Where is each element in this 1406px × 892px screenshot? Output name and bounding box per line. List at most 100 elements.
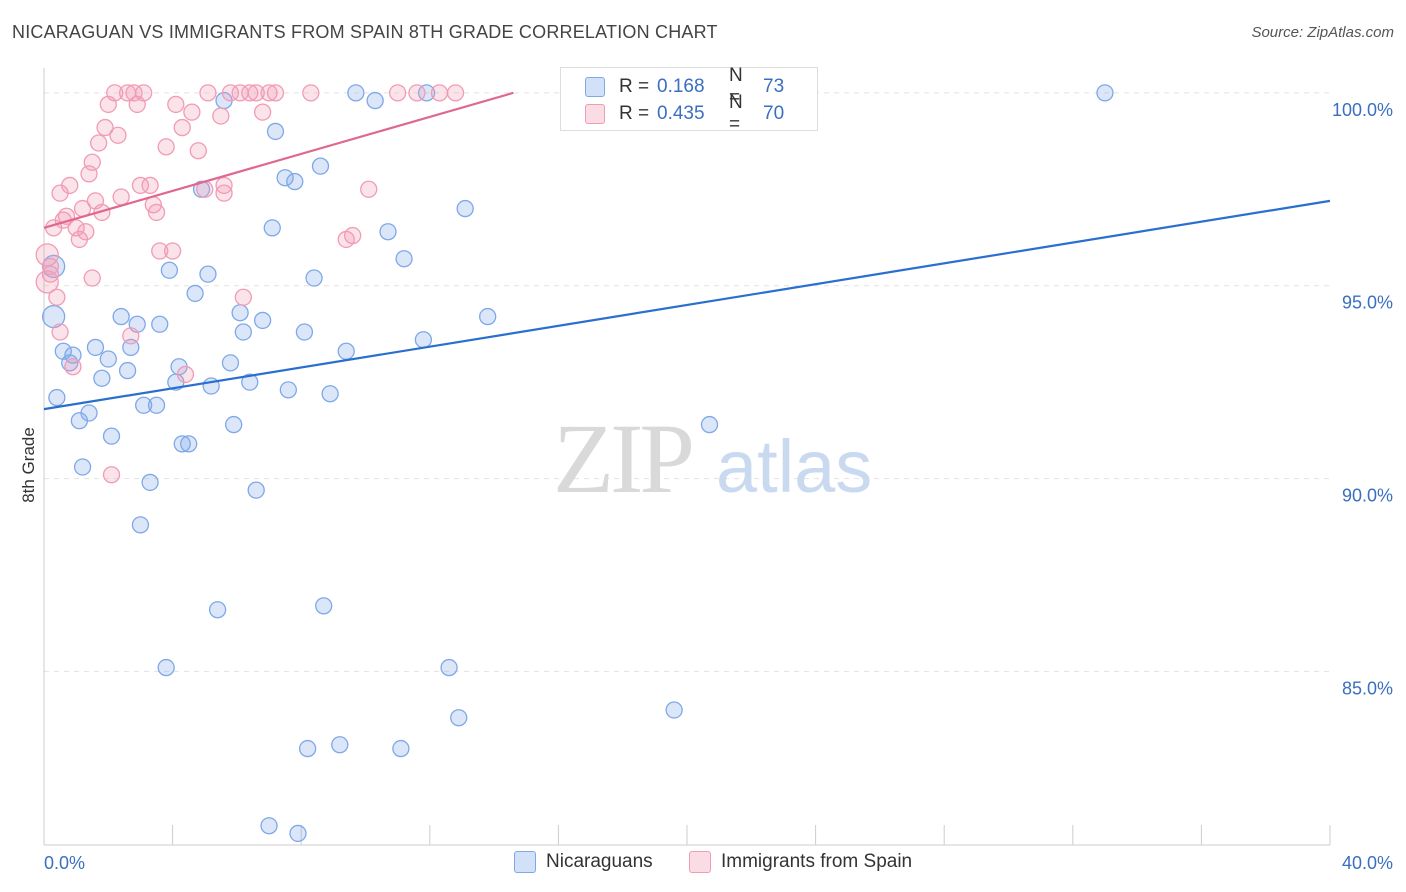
data-point bbox=[440, 658, 458, 677]
data-point bbox=[80, 404, 98, 422]
data-point bbox=[51, 323, 69, 341]
data-point bbox=[337, 342, 355, 360]
legend-swatch-spain bbox=[585, 104, 605, 124]
data-point bbox=[247, 84, 265, 102]
legend-item-nicaraguans[interactable]: Nicaraguans bbox=[514, 851, 653, 873]
data-point bbox=[141, 176, 159, 195]
data-point bbox=[176, 365, 195, 384]
legend-swatch-nicaraguans bbox=[585, 77, 605, 97]
legend-n-value: 70 bbox=[763, 103, 785, 124]
watermark-atlas: atlas bbox=[716, 425, 872, 508]
data-point bbox=[295, 323, 314, 341]
data-point bbox=[450, 709, 468, 727]
data-point bbox=[315, 597, 333, 615]
legend-r-value: 0.435 bbox=[657, 103, 705, 124]
data-point bbox=[395, 250, 413, 268]
x-tick-label: 40.0% bbox=[1342, 853, 1393, 873]
data-point bbox=[225, 415, 243, 434]
data-point bbox=[147, 203, 166, 222]
chart-title: NICARAGUAN VS IMMIGRANTS FROM SPAIN 8TH … bbox=[12, 22, 718, 42]
data-point bbox=[379, 223, 397, 241]
data-point bbox=[279, 381, 297, 399]
data-point bbox=[83, 153, 101, 171]
data-point bbox=[253, 103, 272, 121]
data-point bbox=[93, 369, 111, 387]
legend-row-spain: R = 0.435 N = 70 bbox=[585, 92, 785, 135]
data-point bbox=[35, 243, 59, 267]
trend-line bbox=[43, 91, 514, 229]
data-point bbox=[665, 701, 683, 719]
data-point bbox=[231, 304, 249, 322]
legend-r-label: R = bbox=[619, 76, 650, 97]
y-tick-label: 90.0% bbox=[1342, 486, 1393, 506]
legend-swatch-nicaraguans bbox=[514, 851, 536, 873]
data-point bbox=[311, 157, 330, 175]
data-point bbox=[331, 736, 349, 754]
data-point bbox=[276, 169, 294, 187]
data-point bbox=[266, 122, 285, 141]
data-point bbox=[446, 84, 465, 102]
data-point bbox=[90, 134, 108, 152]
data-point bbox=[48, 288, 66, 306]
legend-row-nicaraguans: R = 0.168 N = 73 bbox=[585, 65, 785, 108]
legend-label-nicaraguans: Nicaraguans bbox=[546, 851, 653, 872]
data-point bbox=[102, 427, 121, 445]
data-point bbox=[112, 188, 130, 206]
data-point bbox=[260, 84, 278, 102]
data-point bbox=[343, 226, 362, 245]
data-point bbox=[266, 84, 285, 102]
data-point bbox=[305, 269, 323, 287]
data-point bbox=[253, 311, 272, 330]
data-point bbox=[263, 219, 281, 237]
data-point bbox=[41, 265, 60, 283]
data-point bbox=[147, 396, 166, 414]
data-point bbox=[479, 307, 497, 326]
data-point bbox=[241, 84, 259, 102]
data-point bbox=[61, 176, 79, 195]
axes bbox=[43, 68, 1331, 846]
data-point bbox=[417, 84, 436, 102]
tick-labels: 85.0% 90.0% 95.0% 100.0% 0.0% 40.0% bbox=[44, 100, 1393, 873]
legend-item-spain[interactable]: Immigrants from Spain bbox=[689, 851, 912, 873]
data-point bbox=[456, 199, 474, 218]
data-point bbox=[64, 358, 82, 376]
data-point bbox=[260, 817, 278, 835]
legend-n-label: N = bbox=[729, 65, 743, 108]
legend-swatch-spain bbox=[689, 851, 711, 873]
data-point bbox=[241, 373, 259, 391]
data-point bbox=[286, 172, 304, 191]
data-point bbox=[215, 184, 233, 202]
data-point bbox=[73, 458, 92, 476]
grid-lines bbox=[44, 92, 1330, 672]
data-point bbox=[151, 315, 169, 333]
legend-n-value: 73 bbox=[763, 76, 785, 97]
series-nicaraguans-points bbox=[41, 84, 1114, 843]
data-point bbox=[102, 466, 121, 484]
data-point bbox=[234, 323, 252, 341]
data-point bbox=[247, 481, 265, 499]
x-tick-label: 0.0% bbox=[44, 853, 85, 873]
data-point bbox=[298, 739, 317, 758]
data-point bbox=[135, 396, 153, 414]
data-point bbox=[122, 327, 140, 345]
data-point bbox=[221, 84, 240, 102]
data-point bbox=[131, 516, 150, 534]
data-point bbox=[208, 601, 227, 619]
data-point bbox=[163, 242, 182, 260]
data-point bbox=[173, 118, 191, 137]
data-point bbox=[189, 142, 207, 160]
data-point bbox=[212, 107, 230, 125]
data-point bbox=[99, 350, 117, 368]
data-point bbox=[199, 84, 217, 102]
data-point bbox=[157, 658, 175, 677]
data-point bbox=[302, 84, 320, 102]
data-point bbox=[388, 84, 407, 102]
data-point bbox=[1096, 84, 1114, 102]
data-point bbox=[347, 84, 365, 102]
data-point bbox=[135, 84, 153, 102]
stats-legend: R = 0.168 N = 73 R = 0.435 N = 70 bbox=[560, 65, 818, 135]
data-point bbox=[360, 180, 378, 198]
data-point bbox=[173, 435, 191, 453]
legend-label-spain: Immigrants from Spain bbox=[721, 851, 913, 872]
legend-r-value: 0.168 bbox=[657, 76, 705, 97]
